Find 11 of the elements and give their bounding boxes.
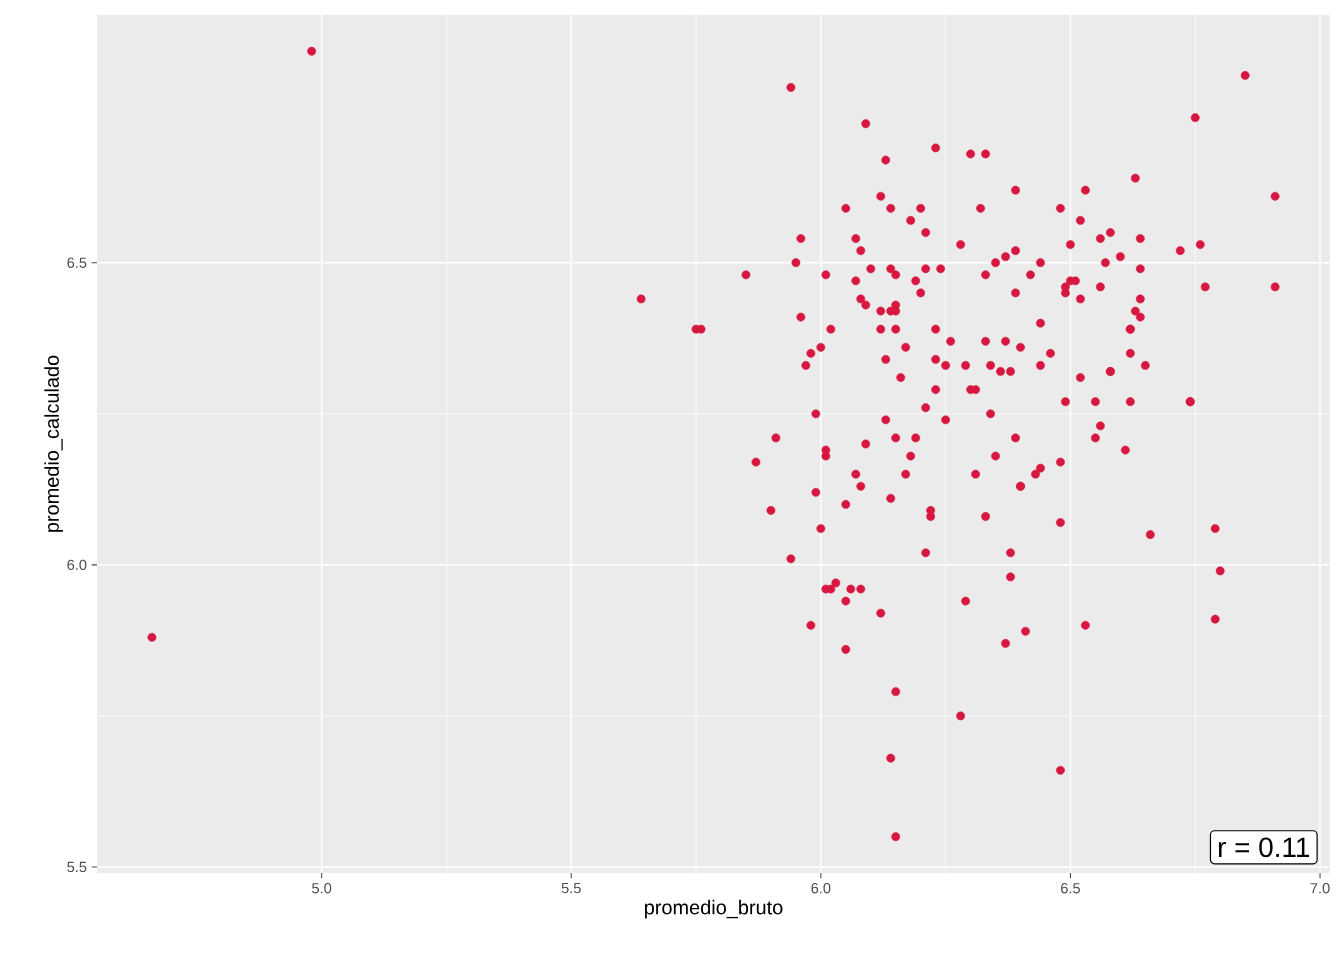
y-tick-label: 6.5	[67, 257, 87, 268]
annotation: r = 0.11	[1218, 837, 1310, 858]
y-axis-title: promedio_calculado	[44, 355, 63, 532]
x-axis-title: promedio_bruto	[645, 899, 783, 919]
y-tick-label: 5.5	[67, 861, 87, 873]
x-tick-label: 5.5	[561, 883, 581, 894]
x-tick-label: 5.0	[312, 883, 332, 894]
x-tick-label: 6.0	[811, 883, 831, 894]
y-tick-label: 6.0	[67, 559, 87, 571]
x-tick-label: 7.0	[1310, 883, 1330, 894]
x-tick-label: 6.5	[1061, 883, 1080, 894]
